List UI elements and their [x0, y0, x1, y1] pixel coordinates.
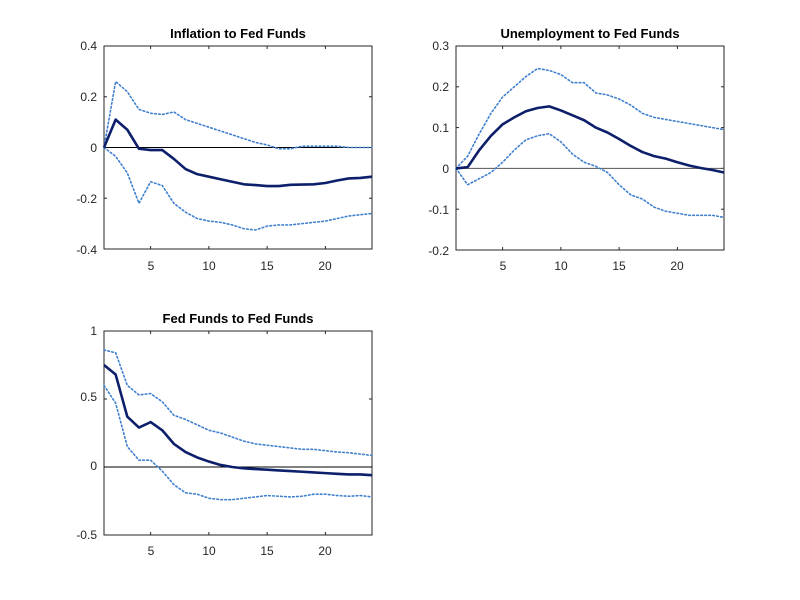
y-tick-label: -0.4 [76, 243, 97, 257]
y-tick-label: 0 [442, 162, 449, 176]
x-tick-label: 5 [148, 544, 155, 558]
subplot-title: Unemployment to Fed Funds [500, 26, 679, 41]
y-tick-labels: -0.2 -0.1 0 0.1 0.2 0.3 [428, 39, 449, 258]
y-tick-labels: -0.5 0 0.5 1 [76, 324, 97, 542]
x-tick-label: 10 [202, 259, 216, 273]
x-tick-label: 20 [318, 544, 332, 558]
x-tick-labels: 5 10 15 20 [500, 259, 684, 273]
y-tick-label: 0.1 [432, 121, 449, 135]
y-tick-label: 0 [90, 141, 97, 155]
plot-area [102, 45, 373, 250]
x-tick-label: 5 [500, 259, 507, 273]
x-tick-labels: 5 10 15 20 [148, 259, 332, 273]
y-tick-label: -0.1 [428, 203, 449, 217]
x-tick-label: 20 [318, 259, 332, 273]
plot-area [103, 330, 373, 536]
impulse-response-line [455, 105, 725, 174]
y-tick-label: -0.5 [76, 528, 97, 542]
y-tick-label: 1 [90, 324, 97, 338]
x-tick-label: 20 [670, 259, 684, 273]
axes-box [455, 45, 725, 251]
confidence-band-line [103, 80, 373, 150]
fed-funds-to-fed-funds-subplot: Fed Funds to Fed Funds -0.5 0 0.5 1 5 10… [76, 311, 373, 558]
y-tick-label: 0.2 [432, 80, 449, 94]
x-tick-label: 5 [148, 259, 155, 273]
y-tick-label: -0.2 [428, 244, 449, 258]
subplot-title: Fed Funds to Fed Funds [163, 311, 314, 326]
impulse-response-line [102, 118, 373, 188]
y-tick-label: 0.2 [80, 90, 97, 104]
confidence-band-line [455, 67, 725, 170]
y-tick-label: -0.2 [76, 192, 97, 206]
inflation-to-fed-funds-subplot: Inflation to Fed Funds -0.4 -0.2 0 0.2 0… [76, 26, 373, 273]
x-tick-label: 15 [260, 259, 274, 273]
x-tick-label: 15 [260, 544, 274, 558]
axes-box [103, 330, 373, 536]
y-tick-label: 0 [90, 459, 97, 473]
confidence-band-line [103, 146, 373, 231]
confidence-band-line [103, 349, 373, 457]
plot-area [455, 45, 725, 251]
x-tick-label: 10 [554, 259, 568, 273]
x-tick-label: 10 [202, 544, 216, 558]
impulse-response-line [103, 363, 373, 477]
y-tick-label: 0.5 [80, 390, 97, 404]
y-tick-label: 0.3 [432, 39, 449, 53]
y-tick-label: 0.4 [80, 39, 97, 53]
y-tick-labels: -0.4 -0.2 0 0.2 0.4 [76, 39, 97, 257]
confidence-band-line [455, 132, 725, 219]
x-tick-labels: 5 10 15 20 [148, 544, 332, 558]
confidence-band-line [103, 384, 373, 501]
x-tick-label: 15 [612, 259, 626, 273]
subplot-title: Inflation to Fed Funds [170, 26, 306, 41]
unemployment-to-fed-funds-subplot: Unemployment to Fed Funds -0.2 -0.1 0 0.… [428, 26, 725, 273]
